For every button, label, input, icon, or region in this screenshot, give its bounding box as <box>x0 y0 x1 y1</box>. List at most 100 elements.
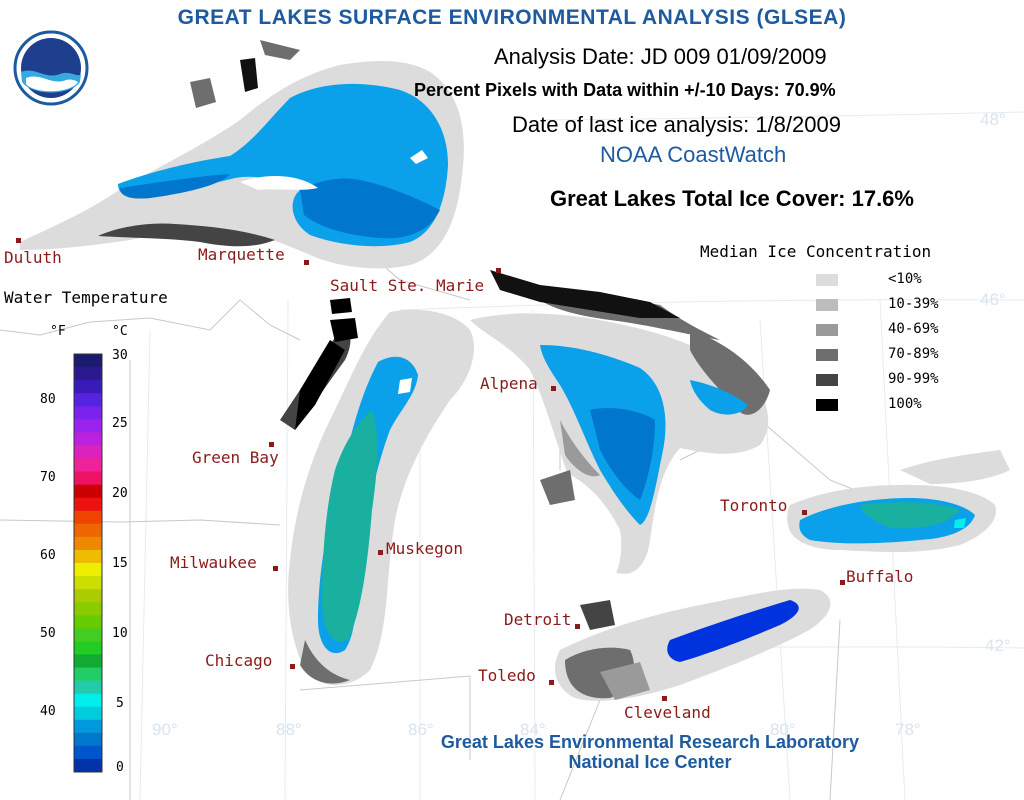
colorbar-cell <box>74 667 102 682</box>
last-ice-date: Date of last ice analysis: 1/8/2009 <box>512 112 841 137</box>
f-tick: 70 <box>40 470 56 485</box>
colorbar-cell <box>74 641 102 655</box>
colorbar-cell <box>74 510 102 525</box>
colorbar-cell <box>74 732 102 747</box>
colorbar-cell <box>74 367 102 381</box>
colorbar-cell <box>74 628 102 642</box>
city-cleveland: Cleveland <box>624 703 711 722</box>
footer-lab: Great Lakes Environmental Research Labor… <box>440 732 860 752</box>
north-channel-ice <box>490 270 680 318</box>
city-buffalo: Buffalo <box>846 567 914 586</box>
analysis-date: Analysis Date: JD 009 01/09/2009 <box>494 44 827 69</box>
colorbar-cell <box>74 406 102 420</box>
unit-f: °F <box>50 324 66 339</box>
ice-label: 70-89% <box>888 346 939 362</box>
colorbar-cell <box>74 393 102 407</box>
ice-label: <10% <box>888 271 922 287</box>
colorbar-cell <box>74 745 102 760</box>
lat-label: 46° <box>980 290 1006 309</box>
colorbar-cell <box>74 419 102 433</box>
ice-label: 100% <box>888 396 922 412</box>
lake-superior <box>20 40 464 269</box>
f-tick: 50 <box>40 626 56 641</box>
colorbar-cell <box>74 563 102 577</box>
colorbar-cell <box>74 380 102 394</box>
city-muskegon: Muskegon <box>386 539 464 558</box>
lat-label: 42° <box>985 636 1011 655</box>
c-tick: 15 <box>112 556 128 571</box>
colorbar-cell <box>74 445 102 459</box>
colorbar-cell <box>74 693 102 708</box>
colorbar-cell <box>74 654 102 668</box>
city-markers <box>16 238 845 701</box>
city-alpena: Alpena <box>480 374 538 393</box>
c-tick: 25 <box>112 416 128 431</box>
water-temp-title: Water Temperature <box>4 288 168 307</box>
colorbar-cell <box>74 602 102 616</box>
colorbar-cell <box>74 576 102 590</box>
unit-c: °C <box>112 324 128 339</box>
source-label: NOAA CoastWatch <box>600 142 787 167</box>
c-tick: 30 <box>112 348 128 363</box>
lake-michigan <box>280 309 474 685</box>
ice-label: 40-69% <box>888 321 939 337</box>
colorbar-cell <box>74 471 102 486</box>
city-sault-ste-marie: Sault Ste. Marie <box>330 276 485 295</box>
colorbar-cell <box>74 589 102 603</box>
colorbar-cell <box>74 719 102 734</box>
temp-colorbar <box>73 353 103 773</box>
c-tick: 10 <box>112 626 128 641</box>
city-chicago: Chicago <box>205 651 273 670</box>
noaa-logo <box>13 30 89 106</box>
lake-erie <box>555 588 831 701</box>
c-tick: 0 <box>116 760 124 775</box>
colorbar-cell <box>74 549 102 564</box>
city-marquette: Marquette <box>198 245 285 264</box>
footer-center: National Ice Center <box>568 752 732 772</box>
lon-label: 80° <box>770 720 796 739</box>
ice-swatch <box>816 274 838 286</box>
percent-pixels: Percent Pixels with Data within +/-10 Da… <box>414 80 836 100</box>
city-toronto: Toronto <box>720 496 788 515</box>
green-bay-ice <box>295 340 345 430</box>
page-title: GREAT LAKES SURFACE ENVIRONMENTAL ANALYS… <box>177 6 847 29</box>
ice-label: 10-39% <box>888 296 939 312</box>
lat-label: 48° <box>980 110 1006 129</box>
colorbar-cell <box>74 458 102 473</box>
lon-label: 78° <box>895 720 921 739</box>
lake-ontario <box>787 450 1010 553</box>
colorbar-cell <box>74 432 102 446</box>
c-tick: 5 <box>116 696 124 711</box>
f-tick: 80 <box>40 392 56 407</box>
colorbar-cell <box>74 758 102 773</box>
colorbar-cell <box>74 706 102 721</box>
city-duluth: Duluth <box>4 248 62 267</box>
colorbar-cell <box>74 497 102 512</box>
boundaries <box>0 219 881 800</box>
ice-legend-title: Median Ice Concentration <box>700 242 932 261</box>
ice-label: 90-99% <box>888 371 939 387</box>
city-milwaukee: Milwaukee <box>170 553 257 572</box>
city-detroit: Detroit <box>504 610 572 629</box>
f-tick: 60 <box>40 548 56 563</box>
colorbar-cell <box>74 536 102 551</box>
city-green-bay: Green Bay <box>192 448 279 467</box>
ice-swatch <box>816 349 838 361</box>
lon-label: 86° <box>408 720 434 739</box>
thumb <box>559 470 622 590</box>
total-ice-cover: Great Lakes Total Ice Cover: 17.6% <box>550 186 914 211</box>
city-toledo: Toledo <box>478 666 536 685</box>
colorbar-cell <box>74 354 102 368</box>
ice-swatch <box>816 299 838 311</box>
f-tick: 40 <box>40 704 56 719</box>
lon-label: 88° <box>276 720 302 739</box>
lon-label: 84° <box>520 720 546 739</box>
colorbar-cell <box>74 615 102 629</box>
lon-label: 90° <box>152 720 178 739</box>
colorbar-cell <box>74 523 102 538</box>
colorbar-cell <box>74 484 102 499</box>
ice-swatch <box>816 324 838 336</box>
ice-swatch <box>816 399 838 411</box>
